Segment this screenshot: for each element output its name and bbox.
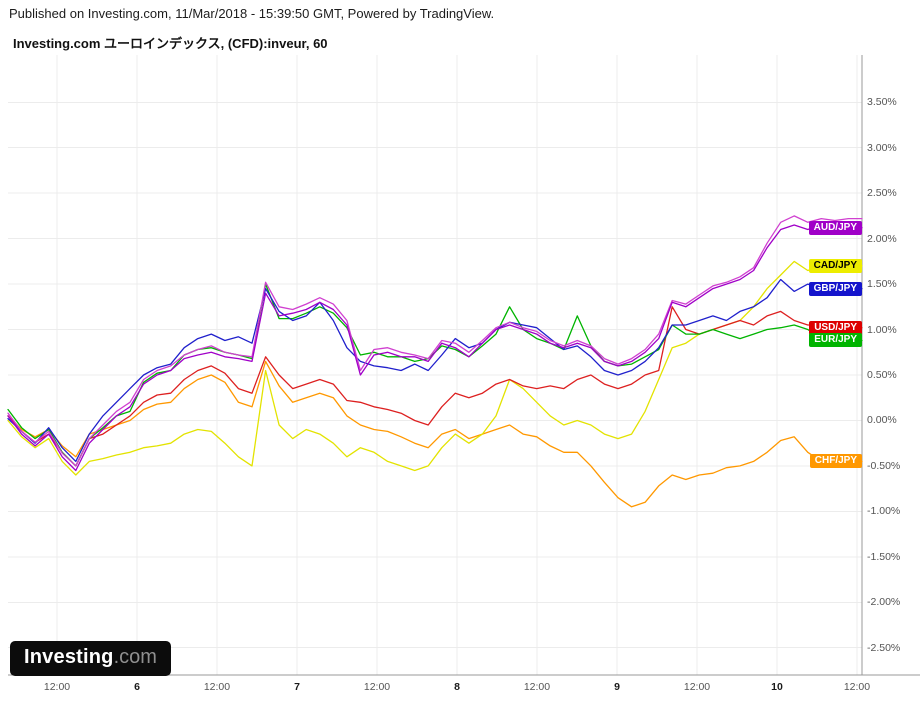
y-tick-label: -0.50% — [867, 459, 901, 472]
y-tick-label: -2.00% — [867, 596, 901, 609]
y-tick-label: 1.00% — [867, 323, 897, 336]
price-label-eurjpy: EUR/JPY — [809, 333, 862, 348]
x-tick-label: 10 — [771, 681, 783, 693]
y-tick-label: 2.00% — [867, 232, 897, 245]
x-tick-label: 12:00 — [43, 681, 71, 693]
published-text: Published on Investing.com, 11/Mar/2018 … — [9, 6, 495, 21]
y-tick-label: -1.50% — [867, 550, 901, 563]
x-tick-label: 12:00 — [203, 681, 231, 693]
x-tick-label: 9 — [614, 681, 620, 693]
publish-header: Published on Investing.com, 11/Mar/2018 … — [0, 0, 920, 28]
x-tick-label: 6 — [134, 681, 140, 693]
logo-text-investing: Investing — [24, 646, 114, 668]
price-label-chfjpy: CHF/JPY — [809, 454, 862, 469]
investing-logo: Investing.com — [10, 641, 171, 676]
y-tick-label: 0.00% — [867, 414, 897, 427]
y-tick-label: -2.50% — [867, 641, 901, 654]
price-label-cadjpy: CAD/JPY — [808, 258, 862, 273]
series-line-usdjpy — [7, 306, 863, 467]
series-line-gbpjpy — [7, 278, 863, 463]
series-line-chfjpy — [7, 360, 863, 508]
x-tick-label: 12:00 — [363, 681, 391, 693]
price-label-gbpjpy: GBP/JPY — [808, 281, 862, 296]
y-tick-label: 3.50% — [867, 96, 897, 109]
x-tick-label: 8 — [454, 681, 460, 693]
x-tick-label: 12:00 — [843, 681, 871, 693]
price-label-audjpy: AUD/JPY — [808, 220, 862, 235]
y-tick-label: 3.00% — [867, 141, 897, 154]
x-tick-label: 7 — [294, 681, 300, 693]
y-tick-label: 1.50% — [867, 278, 897, 291]
x-tick-label: 12:00 — [523, 681, 551, 693]
y-tick-label: -1.00% — [867, 505, 901, 518]
series-line-audjpy — [7, 224, 863, 472]
y-tick-label: 0.50% — [867, 369, 897, 381]
series-line-inveur — [7, 215, 863, 467]
x-tick-label: 12:00 — [683, 681, 711, 693]
logo-text-com: .com — [113, 646, 157, 668]
series-line-cadjpy — [7, 260, 863, 476]
y-tick-label: 2.50% — [867, 187, 897, 200]
chart-title: Investing.com ユーロインデックス, (CFD):inveur, 6… — [13, 36, 328, 51]
price-label-usdjpy: USD/JPY — [809, 320, 862, 335]
